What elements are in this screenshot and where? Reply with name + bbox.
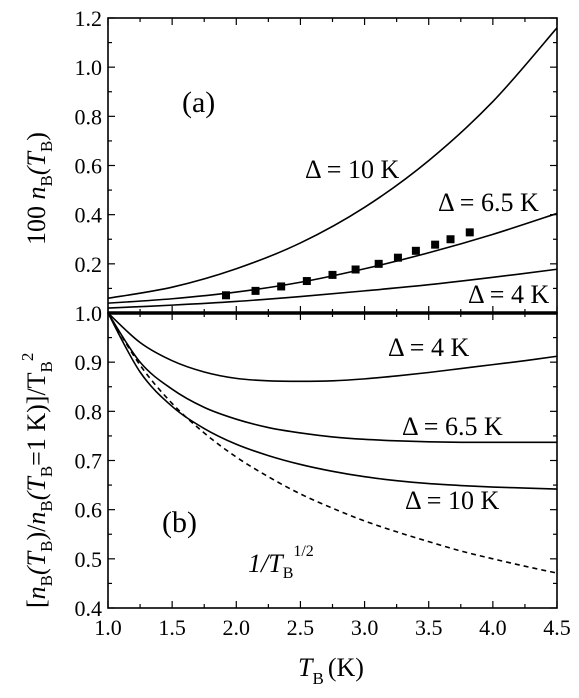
x-tick-label: 2.5	[287, 615, 315, 640]
data-point-marker	[351, 265, 360, 274]
series-b-3-line	[107, 312, 558, 574]
data-point-marker	[222, 291, 231, 300]
series-b-0-line	[107, 312, 558, 383]
x-axis-label: TB (K)	[298, 653, 364, 688]
panel-a-plot	[107, 27, 558, 309]
data-point-marker	[302, 277, 311, 286]
annotation-b-delta-4k: Δ = 4 K	[388, 333, 469, 362]
data-point-marker	[446, 235, 455, 244]
axes-frame	[107, 17, 558, 609]
annotation-b-delta-10k: Δ = 10 K	[405, 486, 499, 515]
y-tick-label-a: 0.2	[75, 252, 103, 277]
data-point-marker	[251, 286, 260, 295]
data-point-marker	[277, 282, 286, 291]
x-tick-label: 4.5	[543, 615, 571, 640]
y-axis-label-b: [nB(TB)/nB(TB=1 K)]/TB2	[18, 353, 56, 608]
series-b-1-line	[107, 312, 558, 444]
data-point-marker	[465, 228, 474, 237]
panel-label-a: (a)	[182, 86, 215, 119]
annotation-b-delta-6-5k: Δ = 6.5 K	[402, 412, 503, 441]
x-tick-label: 2.0	[223, 615, 251, 640]
series-a-0-line	[107, 27, 558, 300]
data-point-marker	[393, 253, 402, 262]
data-point-marker	[328, 270, 337, 279]
y-tick-label-b: 0.9	[75, 350, 103, 375]
annotation-b-sqrt: 1/TB1/2	[248, 543, 314, 582]
annotation-a-delta-4k: Δ = 4 K	[468, 280, 549, 309]
data-point-marker	[374, 259, 383, 268]
data-point-marker	[431, 240, 440, 249]
y-tick-label-b: 0.7	[75, 449, 103, 474]
annotation-a-delta-10k: Δ = 10 K	[305, 155, 399, 184]
x-tick-label: 4.0	[479, 615, 507, 640]
y-axis-label-a: 100 nB(TB)	[22, 132, 56, 245]
x-tick-label: 3.0	[351, 615, 379, 640]
x-tick-label: 1.0	[94, 615, 122, 640]
panel-label-b: (b)	[162, 506, 197, 539]
y-tick-label-a: 0.4	[75, 203, 103, 228]
x-tick-label: 1.5	[158, 615, 186, 640]
y-tick-label-a-top: 1.2	[75, 6, 103, 31]
data-point-marker	[411, 246, 420, 255]
y-tick-label-b: 0.6	[75, 498, 103, 523]
panel-b-frame	[107, 312, 558, 609]
y-tick-label-b: 1.0	[75, 301, 103, 326]
y-tick-label-a: 0.8	[75, 104, 103, 129]
panel-b-plot	[107, 312, 558, 574]
series-b-2-line	[107, 312, 558, 490]
y-tick-label-b: 0.8	[75, 399, 103, 424]
y-tick-label-b: 0.5	[75, 547, 103, 572]
tick-labels: 1.21.00.80.60.40.21.00.90.80.70.60.50.41…	[75, 6, 571, 640]
y-tick-label-b: 0.4	[75, 596, 103, 621]
series-a-2-line	[107, 268, 558, 309]
x-tick-label: 3.5	[415, 615, 443, 640]
y-tick-label-a: 0.6	[75, 154, 103, 179]
y-tick-label-a: 1.0	[75, 55, 103, 80]
annotation-a-delta-6-5k: Δ = 6.5 K	[438, 188, 539, 217]
